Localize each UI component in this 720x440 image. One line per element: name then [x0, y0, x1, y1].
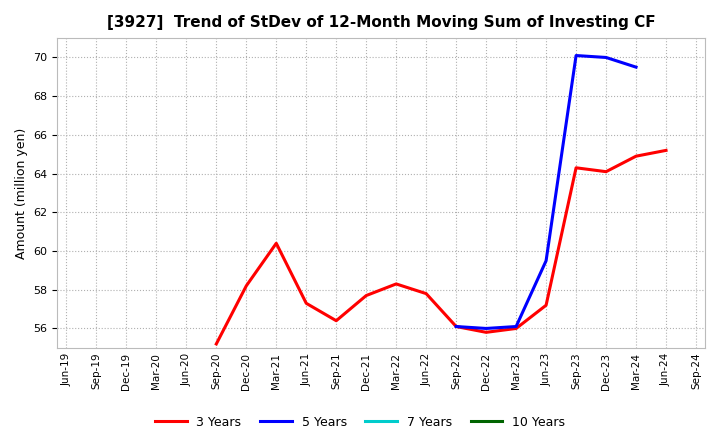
Title: [3927]  Trend of StDev of 12-Month Moving Sum of Investing CF: [3927] Trend of StDev of 12-Month Moving…	[107, 15, 655, 30]
Legend: 3 Years, 5 Years, 7 Years, 10 Years: 3 Years, 5 Years, 7 Years, 10 Years	[150, 411, 570, 434]
Y-axis label: Amount (million yen): Amount (million yen)	[15, 127, 28, 259]
